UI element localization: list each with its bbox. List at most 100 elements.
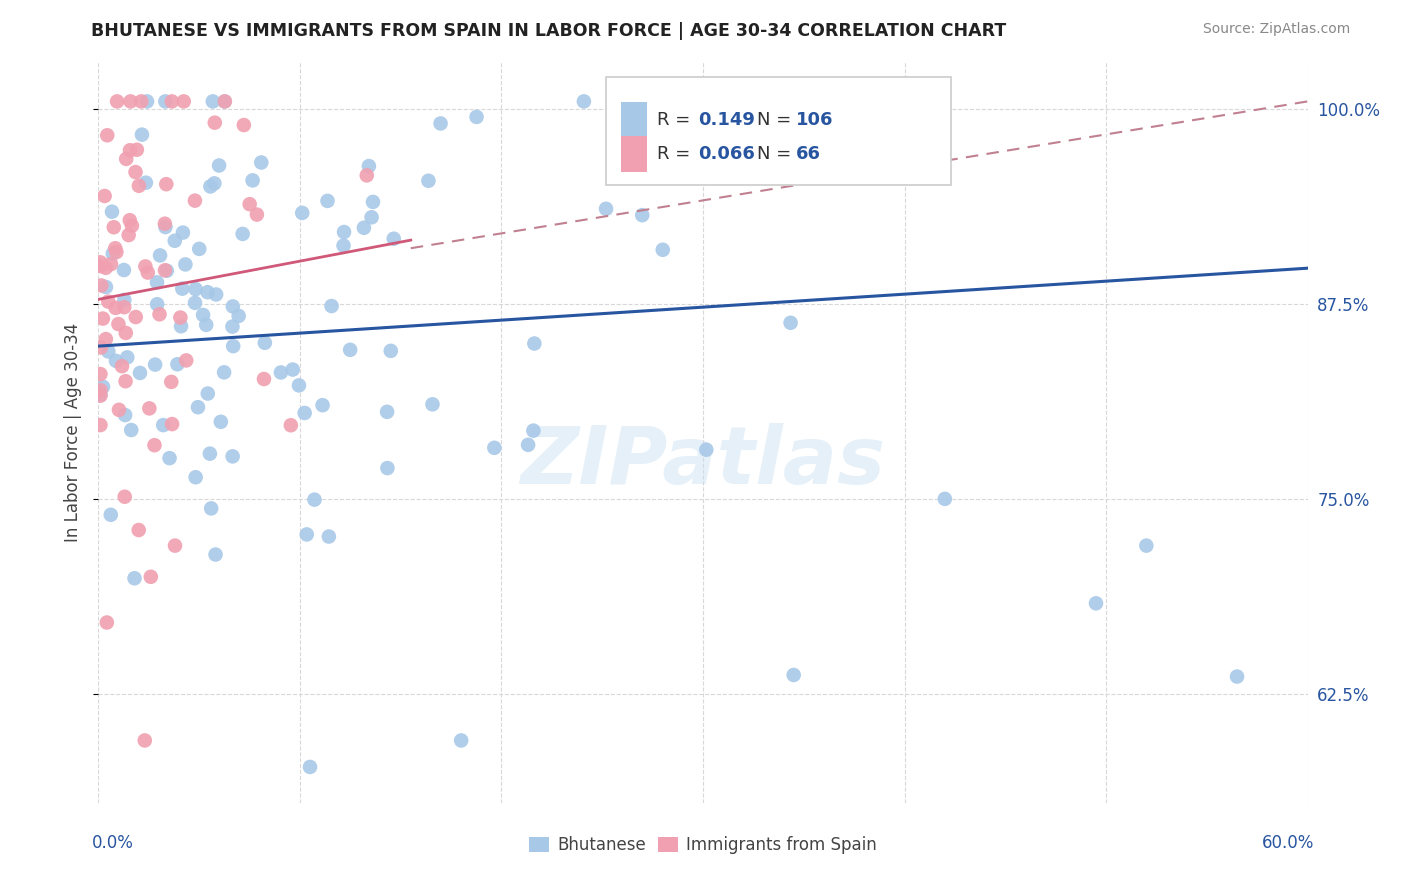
- Point: [783, 668, 806, 682]
- Point: [172, 282, 194, 296]
- Point: [484, 441, 506, 455]
- Point: [169, 310, 191, 325]
- Point: [101, 204, 124, 219]
- Point: [221, 450, 243, 464]
- Point: [174, 353, 197, 368]
- Point: [160, 375, 183, 389]
- Point: [184, 296, 207, 310]
- Point: [97, 344, 120, 359]
- Point: [422, 397, 444, 411]
- Point: [291, 206, 314, 220]
- Point: [120, 423, 142, 437]
- Point: [90, 341, 112, 355]
- Point: [332, 238, 354, 252]
- Point: [93, 189, 115, 203]
- Point: [360, 211, 382, 225]
- Point: [118, 213, 141, 227]
- Point: [1085, 596, 1108, 610]
- Point: [121, 219, 143, 233]
- Point: [155, 95, 177, 109]
- Point: [125, 310, 148, 324]
- Point: [651, 243, 673, 257]
- Text: N =: N =: [758, 112, 797, 129]
- Point: [382, 232, 405, 246]
- Point: [197, 386, 219, 401]
- Point: [299, 760, 322, 774]
- Point: [138, 401, 160, 416]
- Text: BHUTANESE VS IMMIGRANTS FROM SPAIN IN LABOR FORCE | AGE 30-34 CORRELATION CHART: BHUTANESE VS IMMIGRANTS FROM SPAIN IN LA…: [91, 22, 1007, 40]
- Point: [239, 197, 262, 211]
- Point: [288, 378, 311, 392]
- Point: [89, 367, 111, 381]
- Point: [136, 266, 159, 280]
- Point: [253, 372, 276, 386]
- Point: [280, 418, 302, 433]
- Point: [112, 300, 135, 314]
- Point: [101, 246, 124, 260]
- Point: [89, 255, 111, 269]
- Point: [361, 194, 384, 209]
- Point: [209, 415, 232, 429]
- Point: [163, 234, 186, 248]
- Point: [89, 387, 111, 401]
- Point: [191, 308, 214, 322]
- Point: [134, 260, 156, 274]
- Point: [89, 384, 111, 398]
- Point: [120, 95, 142, 109]
- Point: [246, 208, 269, 222]
- Point: [129, 366, 152, 380]
- Point: [184, 282, 207, 296]
- Point: [117, 351, 139, 365]
- Point: [353, 220, 375, 235]
- Point: [100, 257, 122, 271]
- Point: [253, 335, 276, 350]
- Point: [139, 570, 162, 584]
- Point: [91, 311, 114, 326]
- Text: 66: 66: [796, 145, 821, 163]
- Point: [934, 491, 956, 506]
- Point: [316, 194, 339, 208]
- Point: [155, 177, 177, 191]
- Point: [129, 95, 152, 109]
- Point: [118, 228, 141, 243]
- Text: Source: ZipAtlas.com: Source: ZipAtlas.com: [1202, 22, 1350, 37]
- Bar: [621, 136, 647, 172]
- Point: [146, 297, 169, 311]
- Point: [173, 95, 195, 109]
- Point: [124, 571, 146, 585]
- Point: [96, 615, 118, 630]
- Point: [104, 301, 127, 315]
- Point: [204, 548, 226, 562]
- Point: [112, 263, 135, 277]
- Point: [184, 194, 207, 208]
- Point: [221, 319, 243, 334]
- Point: [170, 319, 193, 334]
- Point: [143, 358, 166, 372]
- Point: [163, 539, 186, 553]
- Point: [198, 447, 221, 461]
- Point: [380, 343, 402, 358]
- Point: [124, 165, 146, 179]
- Point: [465, 110, 488, 124]
- Text: 0.0%: 0.0%: [91, 834, 134, 852]
- Point: [1226, 669, 1249, 683]
- Point: [103, 220, 125, 235]
- Point: [89, 418, 111, 433]
- Point: [281, 362, 304, 376]
- Point: [228, 309, 250, 323]
- Point: [152, 418, 174, 433]
- Point: [1135, 539, 1157, 553]
- Point: [96, 128, 118, 143]
- Legend: Bhutanese, Immigrants from Spain: Bhutanese, Immigrants from Spain: [523, 830, 883, 861]
- Point: [517, 438, 540, 452]
- Point: [232, 227, 254, 241]
- Point: [135, 176, 157, 190]
- Point: [172, 226, 194, 240]
- Point: [200, 501, 222, 516]
- Point: [214, 95, 236, 109]
- Point: [201, 95, 224, 109]
- Point: [111, 359, 134, 374]
- Point: [148, 307, 170, 321]
- Point: [160, 95, 183, 109]
- Point: [522, 424, 544, 438]
